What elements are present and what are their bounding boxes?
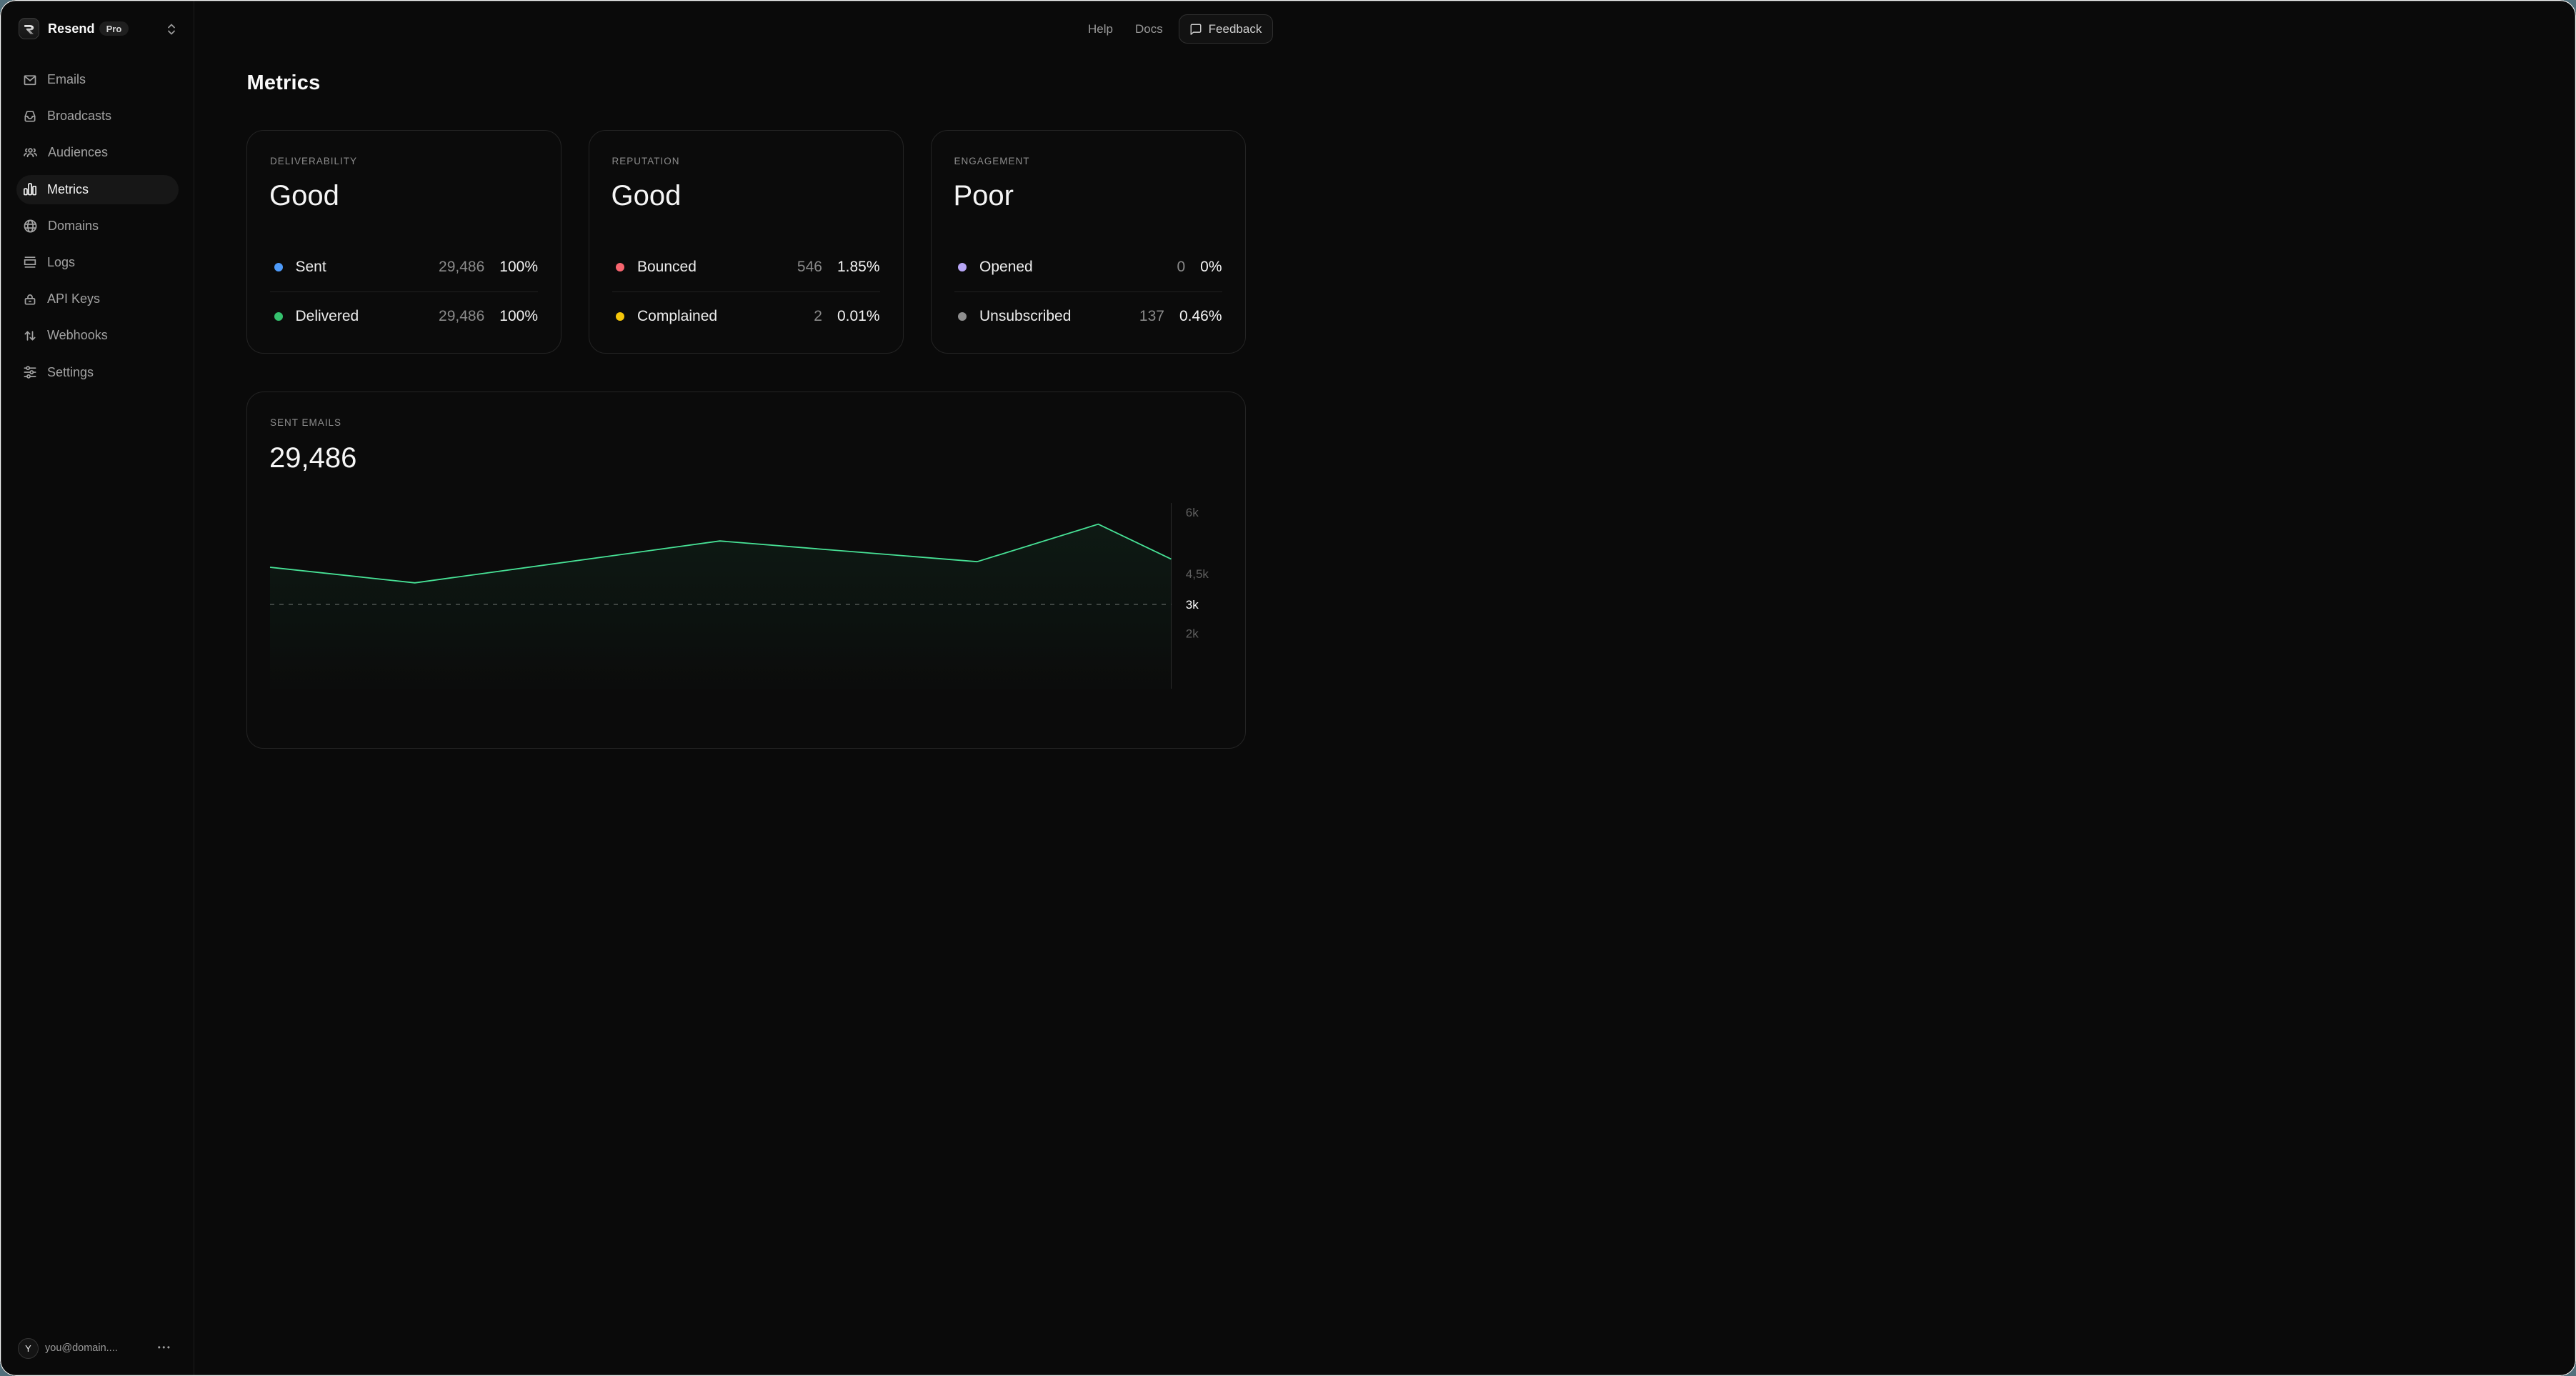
svg-text:3k: 3k <box>1186 598 1199 612</box>
svg-text:4,5k: 4,5k <box>1186 567 1209 581</box>
svg-text:6k: 6k <box>1186 506 1199 519</box>
svg-text:2k: 2k <box>1186 627 1199 640</box>
